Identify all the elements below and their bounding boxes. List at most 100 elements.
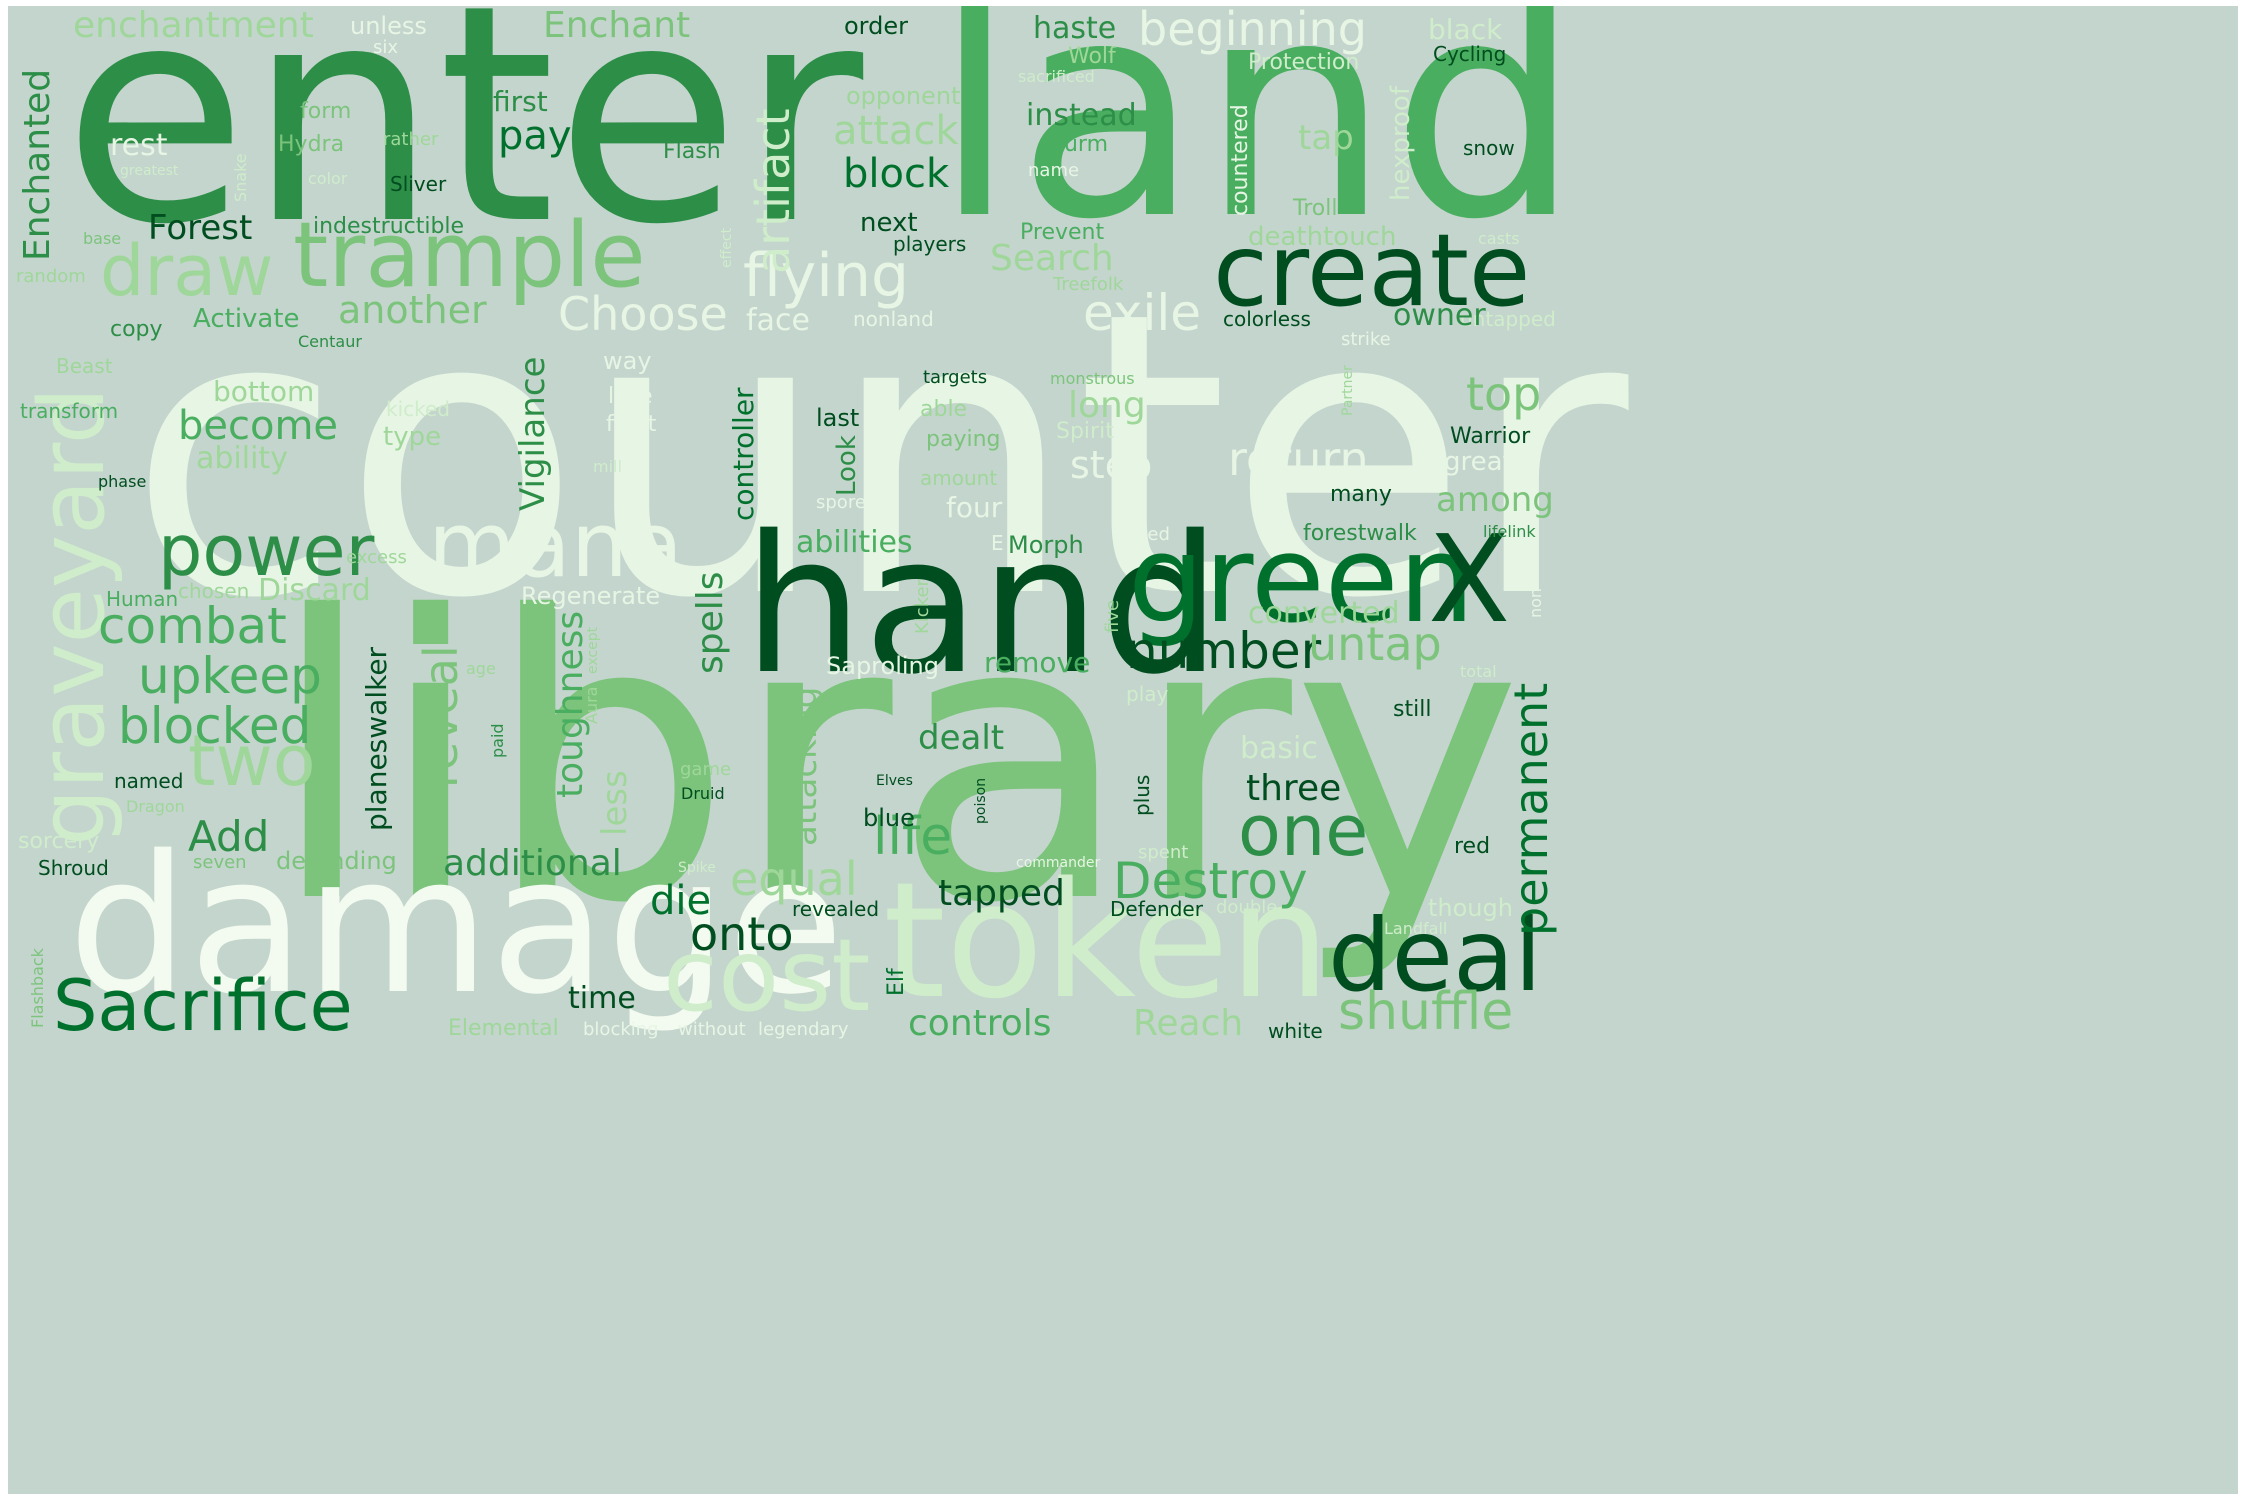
word: E xyxy=(991,531,1004,555)
word: Enchanted xyxy=(17,68,58,261)
word: exiled xyxy=(1116,524,1170,545)
word: attacking xyxy=(785,686,825,846)
word: excess xyxy=(346,547,407,568)
word: Flashback xyxy=(28,948,47,1028)
word: Reach xyxy=(1133,1003,1244,1044)
word: Cycling xyxy=(1433,42,1507,66)
word: tapped xyxy=(938,873,1065,914)
word: last xyxy=(816,404,860,432)
word: four xyxy=(946,491,1003,524)
word: pay xyxy=(498,113,572,159)
word: red xyxy=(1454,834,1491,859)
word: owner xyxy=(1393,298,1486,333)
word: less xyxy=(595,770,635,836)
word: opponent xyxy=(846,82,961,110)
word: blue xyxy=(863,804,915,832)
word: non xyxy=(1526,587,1545,618)
word: Morph xyxy=(1008,531,1084,559)
word: deathtouch xyxy=(1248,222,1397,252)
word: Hydra xyxy=(278,132,345,157)
word: Sliver xyxy=(390,172,447,196)
word: Wurm xyxy=(1043,132,1109,157)
word: poison xyxy=(973,777,989,824)
word: defending xyxy=(276,847,397,875)
word: Druid xyxy=(681,784,725,803)
word: Elemental xyxy=(448,1016,559,1041)
word: step xyxy=(1070,443,1153,487)
word: bottom xyxy=(213,375,315,408)
word: enchantment xyxy=(73,6,314,46)
word: revealed xyxy=(792,897,880,921)
word: basic xyxy=(1240,731,1318,766)
word: Enchant xyxy=(543,6,691,46)
word: power xyxy=(158,510,375,592)
word: token xyxy=(883,847,1331,1034)
word: Elf xyxy=(884,968,909,996)
word: Landfall xyxy=(1384,919,1448,938)
word: artifact xyxy=(746,108,800,274)
word: exile xyxy=(1083,284,1202,342)
word: monstrous xyxy=(1050,369,1135,388)
word: Destroy xyxy=(1113,852,1308,910)
word: three xyxy=(1246,768,1342,809)
word: players xyxy=(893,232,967,256)
word: damage xyxy=(68,815,845,1036)
word: draw xyxy=(100,230,274,312)
word: X xyxy=(1428,511,1511,650)
word: one xyxy=(1238,790,1369,872)
word: legendary xyxy=(758,1019,849,1040)
word: game xyxy=(680,759,732,780)
word: another xyxy=(338,288,487,332)
word: green xyxy=(1128,511,1475,650)
word: Beast xyxy=(56,354,113,378)
word: phase xyxy=(98,472,147,491)
word: Sacrifice xyxy=(53,965,353,1047)
word: random xyxy=(16,266,86,287)
word: chosen xyxy=(178,579,250,603)
word: Add xyxy=(188,812,270,861)
word: Human xyxy=(106,587,179,611)
word: rest xyxy=(110,128,168,163)
word: Wolf xyxy=(1068,44,1116,69)
word: attack xyxy=(833,108,959,154)
word: black xyxy=(1428,13,1503,46)
word: spells xyxy=(690,571,731,674)
word: haste xyxy=(1033,11,1117,46)
word: total xyxy=(1460,662,1497,681)
word: type xyxy=(383,422,442,452)
word: white xyxy=(1268,1019,1323,1043)
word: Search xyxy=(990,238,1114,279)
word: Warrior xyxy=(1450,424,1531,449)
word: among xyxy=(1436,480,1554,520)
word: fight xyxy=(606,412,657,437)
word: library xyxy=(268,534,1523,988)
word: many xyxy=(1330,482,1392,507)
word: mill xyxy=(593,457,622,476)
word: effect xyxy=(719,227,735,268)
word: face xyxy=(746,303,810,338)
word: shuffle xyxy=(1338,982,1514,1042)
word: equal xyxy=(730,852,858,906)
word: controller xyxy=(727,387,760,521)
word: Spike xyxy=(678,860,716,876)
word: order xyxy=(844,12,908,40)
word: Elves xyxy=(876,773,913,789)
word: Dragon xyxy=(126,797,185,816)
word: plus xyxy=(1130,774,1154,816)
word: Activate xyxy=(193,304,300,334)
word: Aura xyxy=(582,686,601,724)
word: casts xyxy=(1478,229,1520,248)
word: double xyxy=(1216,897,1278,918)
word: able xyxy=(920,397,968,422)
word: controls xyxy=(908,1003,1052,1044)
word: base xyxy=(83,229,122,248)
word: named xyxy=(114,769,184,793)
word: forestwalk xyxy=(1303,521,1417,546)
word: enter xyxy=(63,6,864,290)
word: time xyxy=(568,981,636,1016)
word: untap xyxy=(1308,617,1442,671)
word: first xyxy=(493,85,548,118)
word: nonland xyxy=(853,307,934,331)
word: name xyxy=(1028,160,1080,181)
word: Forest xyxy=(148,208,253,248)
